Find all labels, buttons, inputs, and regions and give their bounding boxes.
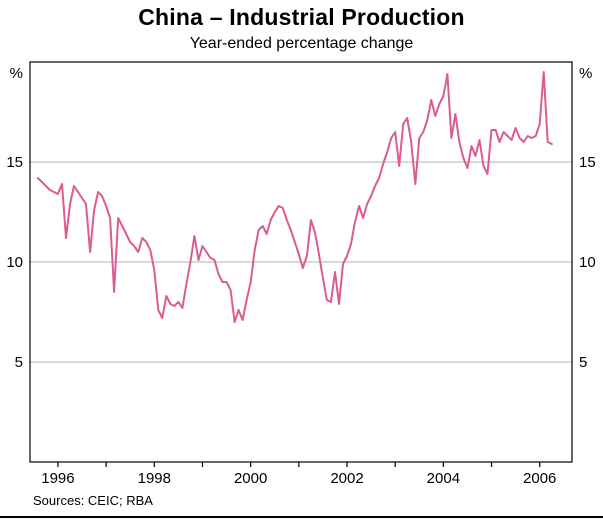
- chart-title: China – Industrial Production: [138, 4, 465, 30]
- x-axis-label-2006: 2006: [523, 470, 556, 487]
- x-axis-label-2000: 2000: [234, 470, 267, 487]
- percent-symbol-left: %: [10, 65, 23, 82]
- series-line-industrial-production: [36, 71, 553, 323]
- chart-subtitle: Year-ended percentage change: [189, 35, 414, 52]
- bottom-rule: [0, 516, 603, 518]
- x-axis-label-1998: 1998: [138, 470, 171, 487]
- y-axis-label-left-10: 10: [6, 254, 23, 271]
- percent-symbol-right: %: [579, 65, 592, 82]
- source-note: Sources: CEIC; RBA: [33, 493, 153, 508]
- x-axis-label-1996: 1996: [41, 470, 74, 487]
- x-axis-label-2004: 2004: [427, 470, 460, 487]
- y-axis-label-right-10: 10: [579, 254, 596, 271]
- y-axis-label-right-15: 15: [579, 154, 596, 171]
- x-axis-label-2002: 2002: [330, 470, 363, 487]
- y-axis-label-right-5: 5: [579, 354, 587, 371]
- y-axis-label-left-5: 5: [15, 354, 23, 371]
- plot-border: [29, 61, 573, 463]
- y-axis-label-left-15: 15: [6, 154, 23, 171]
